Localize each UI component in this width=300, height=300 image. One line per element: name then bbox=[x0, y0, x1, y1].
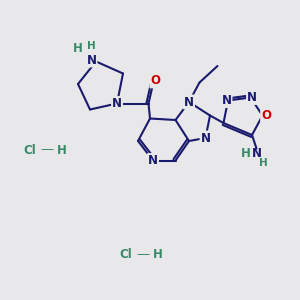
Text: N: N bbox=[86, 53, 97, 67]
Text: —: — bbox=[40, 143, 53, 157]
Text: H: H bbox=[241, 147, 251, 160]
Text: Cl: Cl bbox=[120, 248, 132, 262]
Text: N: N bbox=[221, 94, 232, 107]
Text: —: — bbox=[136, 248, 149, 262]
Text: O: O bbox=[261, 109, 271, 122]
Text: H: H bbox=[73, 41, 83, 55]
Text: N: N bbox=[200, 131, 211, 145]
Text: N: N bbox=[184, 95, 194, 109]
Text: H: H bbox=[57, 143, 66, 157]
Text: N: N bbox=[148, 154, 158, 167]
Text: H: H bbox=[259, 158, 268, 168]
Text: O: O bbox=[150, 74, 161, 88]
Text: N: N bbox=[112, 97, 122, 110]
Text: Cl: Cl bbox=[24, 143, 36, 157]
Text: H: H bbox=[153, 248, 162, 262]
Text: N: N bbox=[247, 91, 257, 104]
Text: H: H bbox=[87, 41, 96, 51]
Text: N: N bbox=[251, 147, 262, 160]
